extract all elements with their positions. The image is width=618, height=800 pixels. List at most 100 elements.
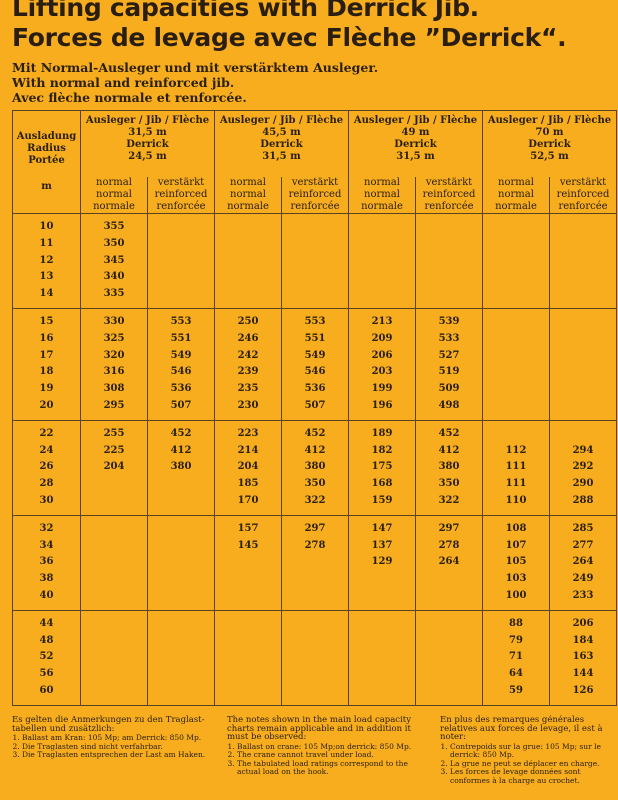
- normal-label: normal: [498, 189, 534, 200]
- capacity-cell: [147, 649, 215, 667]
- radius-cell: 38: [12, 571, 81, 588]
- reinforced-header: verstärkt reinforced renforcée: [147, 177, 215, 214]
- table-row: 56 64 144: [12, 666, 617, 683]
- table-row: 11 350: [12, 235, 617, 253]
- reinforced-label: reinforced: [288, 189, 342, 200]
- table-row: 34 145 278 137 278 107 277: [12, 537, 617, 555]
- capacity-cell: 509: [415, 381, 483, 398]
- capacity-cell: 137: [348, 537, 416, 555]
- capacity-cell: [415, 213, 483, 236]
- notes-english: The notes shown in the main load capacit…: [227, 716, 427, 777]
- capacity-cell: [80, 492, 148, 516]
- capacity-cell: 239: [214, 364, 282, 382]
- capacity-cell: 112: [482, 442, 550, 460]
- capacity-cell: 199: [348, 381, 416, 398]
- subtitle-de: Mit Normal-Ausleger und mit verstärktem …: [12, 60, 379, 75]
- lifting-capacity-table: Ausladung Radius Portée m Ausleger / Jib / F…: [12, 110, 617, 706]
- radius-cell: 18: [12, 364, 81, 382]
- capacity-cell: [549, 213, 617, 236]
- capacity-cell: 157: [214, 515, 282, 538]
- normal-header: normal normal normale: [80, 177, 148, 214]
- reinforced-label: verstärkt: [291, 177, 339, 188]
- capacity-cell: [348, 610, 416, 633]
- capacity-cell: [281, 269, 349, 287]
- capacity-cell: 350: [80, 235, 148, 253]
- capacity-cell: 278: [415, 537, 483, 555]
- capacity-cell: 285: [549, 515, 617, 538]
- subtitle-en: With normal and reinforced jib.: [12, 75, 235, 90]
- radius-cell: 52: [12, 649, 81, 667]
- radius-cell: 48: [12, 632, 81, 650]
- capacity-cell: 223: [214, 420, 282, 443]
- capacity-cell: [214, 554, 282, 572]
- header-row-variant: normal normal normale verstärkt reinforced re…: [13, 177, 617, 214]
- capacity-cell: 203: [348, 364, 416, 382]
- normal-header: normal normal normale: [348, 177, 416, 214]
- notes-french: En plus des remarques générales relative…: [440, 716, 616, 785]
- radius-cell: 36: [12, 554, 81, 572]
- radius-cell: 20: [12, 397, 81, 421]
- capacity-cell: 213: [348, 308, 416, 331]
- capacity-cell: [281, 587, 349, 611]
- normal-label: normal: [364, 189, 400, 200]
- capacity-cell: [415, 682, 483, 706]
- radius-cell: 17: [12, 347, 81, 365]
- capacity-cell: 110: [482, 492, 550, 516]
- capacity-cell: 170: [214, 492, 282, 516]
- radius-cell: 26: [12, 459, 81, 477]
- capacity-cell: [549, 420, 617, 443]
- reinforced-label: renforcée: [290, 201, 340, 212]
- subtitle: Mit Normal-Ausleger und mit verstärktem …: [12, 60, 378, 105]
- capacity-cell: [482, 235, 550, 253]
- capacity-cell: [214, 235, 282, 253]
- header-row-config: Ausladung Radius Portée m Ausleger / Jib / F…: [12, 110, 617, 214]
- normal-label: normal: [230, 177, 266, 188]
- normal-label: normal: [364, 177, 400, 188]
- capacity-cell: [415, 571, 483, 588]
- capacity-cell: [415, 252, 483, 270]
- normal-header: normal normal normale: [482, 177, 550, 214]
- capacity-cell: [214, 269, 282, 287]
- capacity-cell: 533: [415, 330, 483, 348]
- table-row: 36 129 264 105 264: [12, 554, 617, 572]
- reinforced-label: reinforced: [154, 189, 208, 200]
- capacity-cell: [214, 666, 282, 683]
- capacity-cell: 340: [80, 269, 148, 287]
- capacity-cell: [80, 537, 148, 555]
- capacity-cell: [415, 235, 483, 253]
- capacity-cell: [147, 476, 215, 493]
- radius-cell: 16: [12, 330, 81, 348]
- reinforced-header: verstärkt reinforced renforcée: [549, 177, 617, 214]
- capacity-cell: 452: [415, 420, 483, 443]
- capacity-cell: 288: [549, 492, 617, 516]
- table-row: 18 316 546 239 546 203 519: [12, 364, 617, 382]
- capacity-cell: 204: [214, 459, 282, 477]
- capacity-cell: 126: [549, 682, 617, 706]
- subtitle-fr: Avec flèche normale et renforcée.: [12, 90, 247, 105]
- radius-cell: 30: [12, 492, 81, 516]
- capacity-cell: [147, 286, 215, 309]
- capacity-cell: 294: [549, 442, 617, 460]
- capacity-cell: 64: [482, 666, 550, 683]
- normal-label: normal: [498, 177, 534, 188]
- table-row: 52 71 163: [12, 649, 617, 667]
- capacity-cell: [415, 610, 483, 633]
- radius-cell: 22: [12, 420, 81, 443]
- capacity-cell: [214, 252, 282, 270]
- capacity-cell: 59: [482, 682, 550, 706]
- capacity-cell: [348, 252, 416, 270]
- capacity-cell: 105: [482, 554, 550, 572]
- capacity-cell: [214, 610, 282, 633]
- config-header: Ausleger / Jib / Flèche 31,5 m Derrick 24,5…: [80, 110, 215, 177]
- capacity-cell: 355: [80, 213, 148, 236]
- capacity-cell: 412: [415, 442, 483, 460]
- table-row: 16 325 551 246 551 209 533: [12, 330, 617, 348]
- title-english: Lifting capacities with Derrick Jib.: [12, 0, 479, 22]
- notes-heading: Es gelten die Anmerkungen zu den Traglas…: [12, 715, 205, 734]
- note-item: Contrepoids sur la grue: 105 Mp; sur le …: [450, 742, 616, 760]
- note-item: Ballast on crane: 105 Mp;on derrick: 850…: [237, 742, 427, 752]
- capacity-cell: 144: [549, 666, 617, 683]
- capacity-cell: [482, 308, 550, 331]
- table-row: 40 100 233: [12, 587, 617, 611]
- capacity-cell: 498: [415, 397, 483, 421]
